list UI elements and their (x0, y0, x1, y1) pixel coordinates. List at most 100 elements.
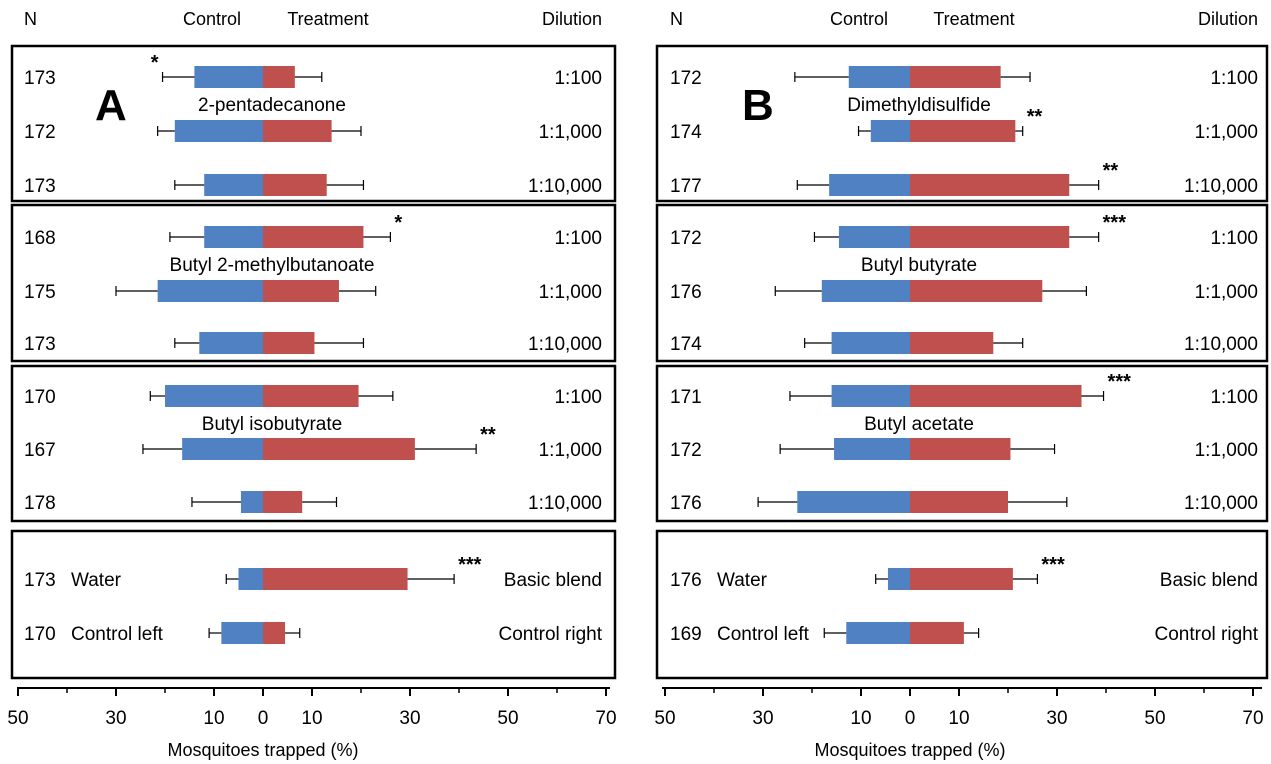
group-frame (10, 364, 617, 523)
treatment-bar (263, 174, 327, 196)
row-n: 173 (24, 176, 56, 197)
control-bar (204, 174, 263, 196)
reference-right-label: Basic blend (504, 570, 602, 591)
x-tick-label: 50 (1144, 708, 1165, 729)
row-dilution: 1:10,000 (1184, 493, 1258, 514)
control-bar (238, 568, 263, 590)
row-n: 172 (670, 440, 702, 461)
x-tick-label: 0 (905, 708, 916, 729)
header-treatment: Treatment (933, 9, 1014, 29)
row-n: 176 (670, 493, 702, 514)
reference-n: 169 (670, 624, 702, 645)
row-dilution: 1:100 (1210, 68, 1258, 89)
significance-marker: ** (1103, 160, 1119, 182)
significance-marker: *** (1041, 554, 1065, 576)
x-tick-label: 0 (258, 708, 269, 729)
x-tick-label: 30 (399, 708, 420, 729)
control-bar (797, 491, 910, 513)
reference-right2-label: Control right (1155, 624, 1259, 645)
reference-n: 176 (670, 570, 702, 591)
row-n: 171 (670, 387, 702, 408)
treatment-bar (263, 385, 359, 407)
control-bar (834, 438, 910, 460)
group-frame (10, 44, 617, 203)
row-n: 168 (24, 228, 56, 249)
row-n: 178 (24, 493, 56, 514)
panel-label: B (742, 81, 774, 130)
control-bar (174, 120, 263, 142)
row-dilution: 1:1,000 (1195, 282, 1258, 303)
control-bar (165, 385, 263, 407)
treatment-bar (910, 385, 1082, 407)
group-frame (655, 203, 1269, 363)
reference-left2-label: Control left (71, 624, 164, 645)
row-dilution: 1:10,000 (1184, 176, 1258, 197)
control-bar (829, 174, 910, 196)
row-dilution: 1:10,000 (528, 334, 602, 355)
treatment-bar (910, 568, 1013, 590)
header-control: Control (183, 9, 241, 29)
treatment-bar (263, 120, 332, 142)
row-dilution: 1:100 (554, 387, 602, 408)
row-n: 173 (24, 68, 56, 89)
row-n: 167 (24, 440, 56, 461)
reference-n: 170 (24, 624, 56, 645)
treatment-bar (910, 622, 964, 644)
row-n: 177 (670, 176, 702, 197)
row-dilution: 1:1,000 (539, 282, 602, 303)
x-axis-title: Mosquitoes trapped (%) (814, 740, 1005, 760)
control-bar (157, 280, 263, 302)
treatment-bar (263, 280, 339, 302)
control-bar (240, 491, 263, 513)
control-bar (821, 280, 910, 302)
row-n: 176 (670, 282, 702, 303)
panel-label: A (95, 81, 127, 130)
reference-frame (655, 529, 1269, 680)
header-n: N (24, 9, 37, 29)
significance-marker: ** (480, 424, 496, 446)
compound-label: Butyl acetate (864, 414, 974, 435)
reference-frame (10, 529, 617, 680)
x-tick-label: 70 (595, 708, 616, 729)
treatment-bar (910, 438, 1011, 460)
treatment-bar (910, 174, 1070, 196)
treatment-bar (910, 280, 1043, 302)
row-dilution: 1:10,000 (528, 176, 602, 197)
row-dilution: 1:10,000 (528, 493, 602, 514)
row-dilution: 1:100 (554, 68, 602, 89)
compound-label: Dimethyldisulfide (847, 95, 991, 116)
control-bar (838, 226, 910, 248)
treatment-bar (910, 120, 1016, 142)
reference-left-label: Water (717, 570, 768, 591)
x-tick-label: 50 (497, 708, 518, 729)
control-bar (221, 622, 263, 644)
treatment-bar (263, 66, 295, 88)
significance-marker: * (151, 52, 159, 74)
significance-marker: *** (1103, 212, 1127, 234)
control-bar (846, 622, 910, 644)
reference-n: 173 (24, 570, 56, 591)
significance-marker: ** (1027, 106, 1043, 128)
row-dilution: 1:100 (1210, 228, 1258, 249)
x-tick-label: 10 (301, 708, 322, 729)
row-dilution: 1:1,000 (539, 440, 602, 461)
reference-left2-label: Control left (717, 624, 810, 645)
row-n: 173 (24, 334, 56, 355)
treatment-bar (263, 622, 286, 644)
x-axis-title: Mosquitoes trapped (%) (167, 740, 358, 760)
x-tick-label: 30 (752, 708, 773, 729)
reference-right2-label: Control right (499, 624, 603, 645)
control-bar (204, 226, 263, 248)
control-bar (887, 568, 910, 590)
group-frame (655, 44, 1269, 203)
compound-label: Butyl 2-methylbutanoate (170, 255, 375, 276)
treatment-bar (263, 491, 303, 513)
treatment-bar (263, 226, 364, 248)
control-bar (870, 120, 910, 142)
row-dilution: 1:100 (554, 228, 602, 249)
row-n: 175 (24, 282, 56, 303)
header-dilution: Dilution (542, 9, 602, 29)
treatment-bar (910, 332, 994, 354)
control-bar (199, 332, 263, 354)
